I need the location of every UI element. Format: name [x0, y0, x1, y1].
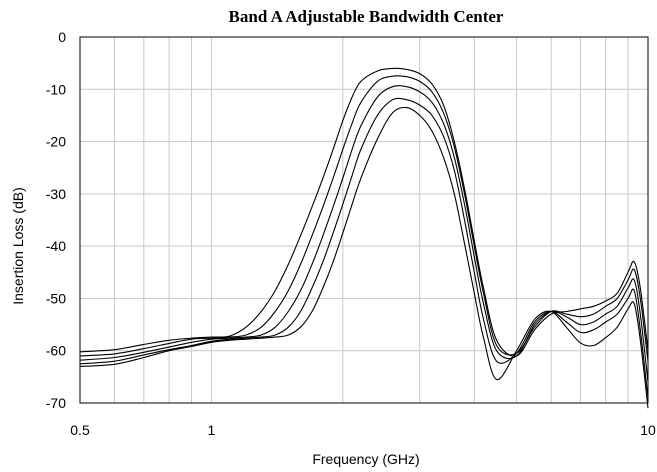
x-tick-label: 1 — [208, 422, 216, 438]
series-lines — [79, 67, 649, 409]
plot-frame — [79, 36, 649, 404]
series-line-2 — [79, 75, 649, 362]
y-tick-label: -30 — [46, 186, 66, 202]
tick-labels: 0 -10 -20 -30 -40 -50 -60 -700.5 1 10 — [46, 29, 656, 438]
gridlines — [80, 37, 648, 403]
y-tick-label: -60 — [46, 343, 66, 359]
y-axis-label: Insertion Loss (dB) — [10, 187, 26, 305]
x-tick-label: 10 — [640, 422, 656, 438]
y-tick-label: -70 — [46, 395, 66, 411]
series-line-3 — [79, 85, 649, 383]
series-line-1 — [79, 67, 649, 357]
y-tick-label: -40 — [46, 238, 66, 254]
series-line-4 — [79, 97, 649, 398]
y-tick-label: -20 — [46, 134, 66, 150]
x-tick-label: 0.5 — [70, 422, 90, 438]
y-tick-label: -50 — [46, 290, 66, 306]
series-line-5 — [79, 106, 649, 409]
y-tick-label: 0 — [58, 29, 66, 45]
chart-title: Band A Adjustable Bandwidth Center — [229, 7, 504, 26]
x-axis-label: Frequency (GHz) — [312, 451, 419, 467]
y-tick-label: -10 — [46, 81, 66, 97]
